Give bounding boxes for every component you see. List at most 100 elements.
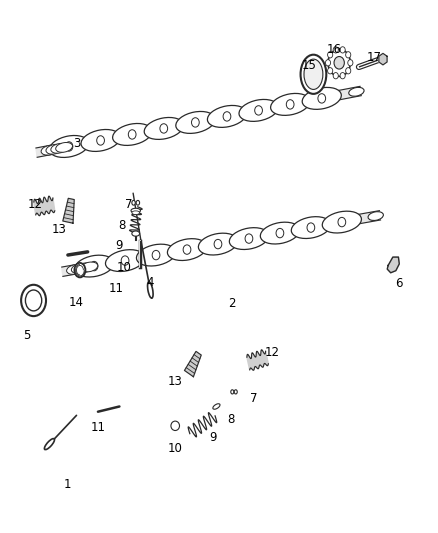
- Ellipse shape: [368, 212, 383, 221]
- Ellipse shape: [260, 222, 300, 244]
- Ellipse shape: [25, 290, 42, 311]
- Text: 6: 6: [396, 277, 403, 290]
- Text: 8: 8: [227, 413, 234, 425]
- Polygon shape: [184, 351, 201, 377]
- Circle shape: [286, 100, 294, 109]
- Circle shape: [191, 118, 199, 127]
- Circle shape: [340, 72, 345, 79]
- Polygon shape: [387, 257, 399, 273]
- Circle shape: [334, 56, 344, 69]
- Circle shape: [346, 68, 351, 74]
- Polygon shape: [247, 350, 268, 370]
- Circle shape: [97, 136, 104, 145]
- Circle shape: [338, 217, 346, 227]
- Ellipse shape: [132, 200, 135, 205]
- Text: 11: 11: [91, 421, 106, 434]
- Ellipse shape: [208, 106, 247, 127]
- Ellipse shape: [322, 211, 361, 233]
- Text: 13: 13: [168, 375, 183, 388]
- Text: 13: 13: [52, 223, 67, 237]
- Ellipse shape: [300, 55, 326, 94]
- Ellipse shape: [131, 208, 141, 213]
- Ellipse shape: [230, 228, 268, 249]
- Ellipse shape: [46, 144, 63, 154]
- Text: 7: 7: [250, 392, 257, 405]
- Text: 15: 15: [302, 59, 317, 72]
- Text: 8: 8: [119, 219, 126, 232]
- Ellipse shape: [349, 87, 364, 96]
- Circle shape: [325, 60, 331, 66]
- Ellipse shape: [239, 100, 278, 122]
- Ellipse shape: [49, 135, 88, 157]
- Ellipse shape: [76, 263, 93, 273]
- Circle shape: [348, 60, 353, 66]
- Text: 1: 1: [64, 478, 72, 491]
- Ellipse shape: [234, 390, 237, 394]
- Ellipse shape: [271, 93, 310, 115]
- Circle shape: [214, 239, 222, 249]
- Ellipse shape: [67, 264, 84, 274]
- Ellipse shape: [106, 249, 145, 271]
- Text: 12: 12: [265, 346, 280, 359]
- Text: 9: 9: [116, 239, 123, 252]
- Text: 2: 2: [228, 296, 236, 310]
- Ellipse shape: [44, 439, 54, 450]
- Circle shape: [183, 245, 191, 254]
- Circle shape: [121, 256, 129, 265]
- Polygon shape: [34, 196, 55, 216]
- Ellipse shape: [113, 124, 152, 146]
- Circle shape: [328, 68, 333, 74]
- Ellipse shape: [176, 111, 215, 133]
- Text: 5: 5: [23, 329, 30, 342]
- Ellipse shape: [71, 264, 88, 273]
- Polygon shape: [379, 53, 387, 65]
- Circle shape: [128, 130, 136, 139]
- Text: 10: 10: [116, 261, 131, 274]
- Ellipse shape: [148, 282, 153, 298]
- Text: 4: 4: [147, 276, 154, 289]
- Ellipse shape: [132, 211, 140, 214]
- Ellipse shape: [213, 403, 220, 409]
- Text: 16: 16: [327, 43, 342, 56]
- Polygon shape: [63, 198, 74, 223]
- Polygon shape: [36, 86, 361, 157]
- Circle shape: [160, 124, 168, 133]
- Circle shape: [318, 94, 325, 103]
- Text: 17: 17: [367, 51, 382, 64]
- Polygon shape: [62, 211, 381, 277]
- Circle shape: [307, 223, 315, 232]
- Ellipse shape: [304, 59, 323, 90]
- Circle shape: [328, 49, 350, 76]
- Circle shape: [65, 142, 73, 151]
- Ellipse shape: [81, 262, 98, 272]
- Circle shape: [276, 228, 284, 238]
- Ellipse shape: [74, 255, 114, 277]
- Ellipse shape: [144, 117, 184, 140]
- Circle shape: [245, 234, 253, 243]
- Ellipse shape: [51, 143, 68, 153]
- Circle shape: [346, 52, 351, 58]
- Text: 11: 11: [109, 282, 124, 295]
- Circle shape: [340, 47, 345, 53]
- Circle shape: [255, 106, 262, 115]
- Ellipse shape: [81, 130, 120, 151]
- Ellipse shape: [291, 217, 330, 238]
- Circle shape: [152, 251, 160, 260]
- Text: 10: 10: [168, 442, 183, 455]
- Ellipse shape: [41, 146, 58, 155]
- Circle shape: [90, 261, 98, 271]
- Circle shape: [223, 112, 231, 121]
- Circle shape: [328, 52, 333, 58]
- Text: 9: 9: [210, 431, 217, 445]
- Ellipse shape: [56, 142, 73, 152]
- Ellipse shape: [132, 231, 140, 236]
- Ellipse shape: [21, 285, 46, 316]
- Circle shape: [333, 47, 338, 53]
- Text: 12: 12: [28, 198, 43, 212]
- Ellipse shape: [231, 390, 234, 394]
- Ellipse shape: [198, 233, 237, 255]
- Text: 14: 14: [69, 295, 84, 309]
- Circle shape: [333, 72, 338, 79]
- Ellipse shape: [74, 263, 85, 278]
- Ellipse shape: [137, 244, 176, 266]
